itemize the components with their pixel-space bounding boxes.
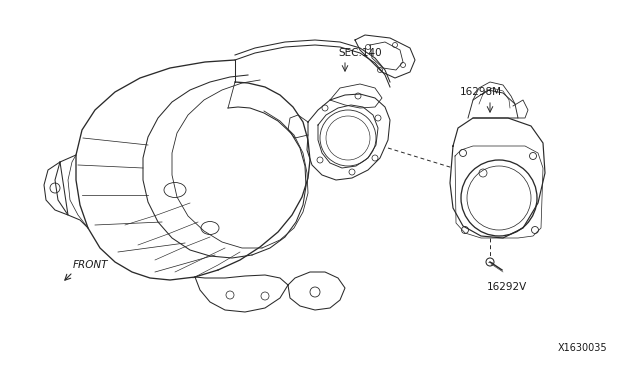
Circle shape xyxy=(355,93,361,99)
Circle shape xyxy=(375,115,381,121)
Text: FRONT: FRONT xyxy=(73,260,109,270)
Circle shape xyxy=(392,42,397,48)
Text: X1630035: X1630035 xyxy=(558,343,607,353)
Circle shape xyxy=(372,155,378,161)
Circle shape xyxy=(365,45,371,49)
Circle shape xyxy=(378,67,383,73)
Circle shape xyxy=(317,157,323,163)
Circle shape xyxy=(401,62,406,67)
Text: 16298M: 16298M xyxy=(460,87,502,97)
Circle shape xyxy=(322,105,328,111)
Text: 16292V: 16292V xyxy=(487,282,527,292)
Text: SEC.140: SEC.140 xyxy=(338,48,381,58)
Circle shape xyxy=(349,169,355,175)
